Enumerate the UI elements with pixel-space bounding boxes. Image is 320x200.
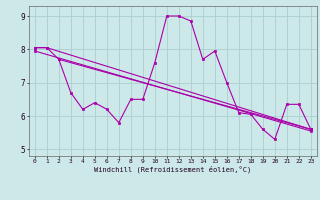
X-axis label: Windchill (Refroidissement éolien,°C): Windchill (Refroidissement éolien,°C) [94,166,252,173]
